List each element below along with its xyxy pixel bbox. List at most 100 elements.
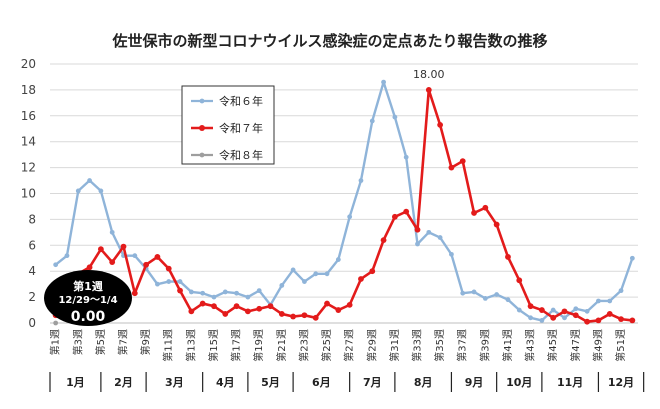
y-tick-label: 14 — [21, 135, 36, 149]
data-point — [437, 235, 443, 240]
data-point — [358, 276, 364, 282]
data-point — [629, 255, 635, 261]
y-axis: 0 2 4 6 8 10 12 14 16 18 20 — [21, 57, 36, 330]
y-tick-label: 12 — [21, 161, 36, 175]
data-point — [64, 253, 70, 259]
data-point — [573, 306, 579, 312]
data-point — [562, 315, 567, 321]
data-point — [155, 281, 160, 287]
x-tick-label: 第11週 — [162, 329, 175, 362]
data-point — [425, 87, 432, 93]
data-point — [234, 290, 239, 296]
data-point — [426, 229, 432, 235]
month-axis: 1月 2月 3月 4月 5月 6月 7月 8月 9月 10月 11月 12月 — [49, 372, 645, 392]
data-point — [188, 308, 195, 315]
month-label: 7月 — [363, 376, 382, 389]
legend-label: 令和８年 — [219, 148, 263, 162]
legend-item: 令和６年 — [191, 94, 263, 108]
data-point — [86, 264, 93, 271]
legend-label: 令和６年 — [219, 94, 263, 108]
data-point — [97, 246, 104, 253]
data-point — [538, 307, 545, 313]
x-tick-label: 第17週 — [230, 329, 243, 362]
x-tick-label: 第51週 — [614, 329, 627, 362]
x-tick-label: 第7週 — [117, 329, 130, 355]
data-point — [143, 261, 150, 268]
data-point — [324, 300, 330, 307]
data-point — [211, 303, 217, 310]
data-point — [595, 317, 602, 324]
data-point — [391, 213, 398, 220]
x-tick-label: 第21週 — [275, 329, 288, 362]
x-tick-label: 第13週 — [184, 329, 197, 362]
data-point — [494, 292, 500, 297]
y-tick-label: 2 — [28, 290, 36, 304]
x-tick-label: 第45週 — [546, 329, 559, 362]
data-point — [505, 254, 511, 260]
month-label: 11月 — [557, 376, 583, 389]
chart-title: 佐世保市の新型コロナウイルス感染症の定点あたり報告数の推移 — [111, 32, 547, 50]
y-tick-label: 4 — [28, 264, 36, 278]
peak-data-label: 18.00 — [413, 68, 445, 81]
data-point — [346, 301, 353, 308]
x-tick-label: 第33週 — [411, 329, 424, 362]
legend-marker — [199, 152, 205, 158]
data-point — [584, 308, 590, 314]
x-tick-label: 第47週 — [569, 329, 582, 362]
series-line — [54, 88, 633, 324]
data-point — [279, 283, 285, 288]
y-tick-label: 20 — [21, 57, 36, 71]
week1-callout: 第1週 12/29～1/4 0.00 — [44, 270, 132, 326]
data-point — [244, 308, 251, 315]
data-point — [131, 290, 138, 297]
x-tick-label: 第23週 — [297, 329, 310, 362]
month-label: 8月 — [414, 376, 433, 389]
data-point — [278, 311, 285, 317]
data-point — [222, 311, 229, 317]
series-1 — [53, 79, 635, 323]
data-point — [493, 221, 500, 228]
series-lines — [52, 79, 636, 326]
data-point — [460, 290, 466, 296]
callout-bubble — [44, 270, 132, 326]
month-label: 2月 — [114, 376, 133, 389]
data-point — [75, 188, 81, 194]
legend-item: 令和７年 — [191, 121, 263, 135]
data-point — [301, 312, 308, 319]
data-point — [256, 288, 262, 294]
data-point — [358, 178, 364, 183]
data-point — [505, 297, 511, 303]
x-tick-label: 第9週 — [139, 329, 152, 355]
data-point — [98, 188, 104, 194]
y-tick-label: 16 — [21, 109, 36, 123]
data-point — [369, 118, 375, 124]
data-point — [188, 289, 194, 295]
data-point — [290, 267, 296, 273]
annotations: 18.00 — [413, 68, 445, 81]
x-tick-label: 第19週 — [252, 329, 265, 362]
data-point — [245, 294, 251, 300]
data-point — [109, 229, 115, 235]
x-axis: 第1週 第3週 第5週 第7週 第9週 第11週 第13週 第15週 第17週 第19週 第21週第… — [49, 322, 638, 362]
data-point — [482, 204, 489, 211]
month-label: 4月 — [216, 376, 235, 389]
data-point — [516, 307, 522, 313]
x-tick-label: 第43週 — [524, 329, 537, 362]
month-label: 6月 — [312, 376, 331, 389]
data-point — [550, 307, 556, 313]
y-tick-label: 10 — [21, 187, 36, 201]
data-point — [154, 254, 161, 260]
callout-value: 0.00 — [71, 309, 106, 325]
data-point — [120, 243, 127, 250]
data-point — [267, 303, 274, 310]
y-tick-label: 6 — [28, 238, 36, 252]
callout-dates: 12/29～1/4 — [58, 295, 117, 306]
data-point — [414, 226, 421, 233]
data-point — [572, 312, 579, 319]
data-point — [200, 290, 206, 296]
data-point — [177, 279, 183, 284]
x-tick-label: 第37週 — [456, 329, 469, 362]
data-point — [324, 271, 330, 277]
